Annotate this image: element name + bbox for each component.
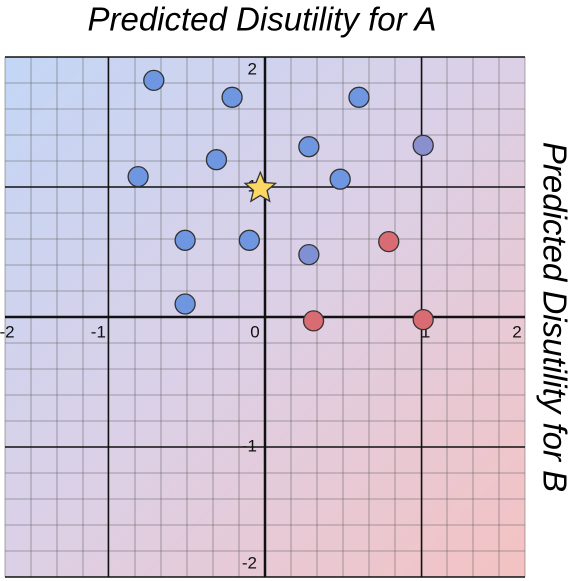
x-tick-label: -1	[91, 322, 106, 341]
point	[348, 86, 370, 108]
point	[329, 168, 351, 190]
x-tick-label: -2	[0, 322, 15, 341]
point	[302, 310, 325, 332]
point	[412, 308, 434, 331]
star-point	[243, 170, 278, 203]
x-tick-label: 0	[250, 322, 259, 341]
point	[143, 69, 165, 92]
point	[378, 230, 400, 253]
point	[298, 136, 320, 158]
y-tick-label: -2	[242, 553, 257, 572]
point	[298, 243, 320, 266]
point	[412, 134, 434, 157]
x-tick-label: 1	[421, 322, 430, 341]
point	[238, 229, 260, 251]
x-tick-label: 2	[512, 322, 521, 341]
y-tick-label: 2	[248, 59, 257, 78]
point	[174, 229, 196, 251]
y-tick-label: -1	[242, 436, 257, 455]
chart-title: Predicted Disutility for A	[87, 1, 436, 38]
point	[174, 293, 196, 315]
point	[127, 165, 149, 188]
y-axis-title: Predicted Disutility for B	[536, 142, 573, 492]
point	[221, 86, 243, 108]
point	[205, 149, 228, 171]
